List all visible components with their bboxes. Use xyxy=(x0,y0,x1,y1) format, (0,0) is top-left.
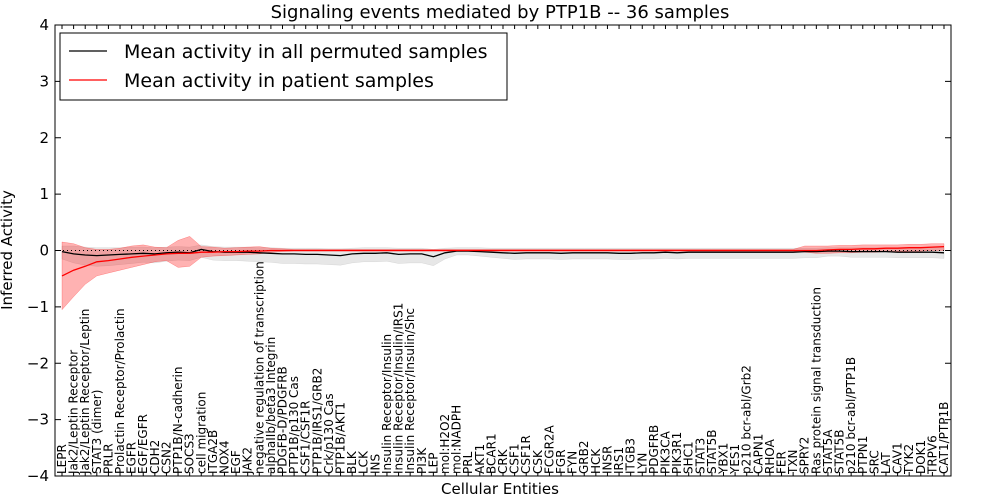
x-category-label: LEPR xyxy=(55,444,69,474)
y-axis-label: Inferred Activity xyxy=(0,190,16,310)
x-category-label: PIK3CA xyxy=(659,430,673,474)
x-category-label: EGF xyxy=(229,450,243,474)
x-category-label: SHC1 xyxy=(682,441,696,474)
x-category-label: PDGFRB xyxy=(647,425,661,474)
x-category-label: STAT5B xyxy=(705,430,719,475)
x-category-label: JAK2 xyxy=(241,447,255,475)
x-category-label: CSK xyxy=(531,449,545,474)
chart-title: Signaling events mediated by PTP1B -- 36… xyxy=(271,2,730,23)
x-category-label: Insulin Receptor/Insulin xyxy=(380,334,394,474)
x-category-label: INS xyxy=(368,454,382,474)
x-category-label: Insulin Receptor/Insulin/IRS1 xyxy=(392,303,406,474)
y-tick-label: 2 xyxy=(39,129,49,147)
y-tick-label: −4 xyxy=(27,467,49,485)
x-category-label: CDH2 xyxy=(148,440,162,474)
x-category-label: Ras protein signal transduction xyxy=(809,287,823,474)
x-category-label: PTP1B/AKT1 xyxy=(334,402,348,474)
x-category-label: alphaIIb/beta3 Integrin xyxy=(264,337,278,474)
x-category-label: YES1 xyxy=(728,444,742,475)
x-category-label: PDGFB-D/PDGFRB xyxy=(276,366,290,474)
series-line-patient xyxy=(61,245,945,277)
x-axis-label: Cellular Entities xyxy=(441,480,559,498)
x-category-label: FYN xyxy=(566,451,580,474)
x-category-label: ITGA2B xyxy=(206,430,220,474)
x-category-label: FCGR2A xyxy=(542,424,556,474)
x-category-label: Prolactin Receptor/Prolactin xyxy=(113,308,127,474)
x-category-label: EGFR xyxy=(125,442,139,474)
x-category-label: STAT5A xyxy=(821,429,835,474)
y-tick-label: −3 xyxy=(27,411,49,429)
x-category-label: CSF1/CSF1R xyxy=(299,401,313,474)
x-category-label: CSF1 xyxy=(508,443,522,474)
y-tick-label: 3 xyxy=(39,72,49,90)
x-category-label: Jak2/Leptin Receptor xyxy=(67,350,81,475)
x-category-label: LEP xyxy=(426,452,440,474)
x-category-label: mol:H2O2 xyxy=(438,414,452,474)
x-category-label: p210 bcr-abl/PTP1B xyxy=(844,357,858,474)
x-category-label: PIK3R1 xyxy=(670,432,684,474)
x-category-label: mol:NADPH xyxy=(450,405,464,474)
x-category-label: LCK xyxy=(357,450,371,474)
x-category-label: BLK xyxy=(345,450,359,474)
x-category-label: RHOA xyxy=(763,438,777,474)
legend-box xyxy=(59,32,508,101)
y-tick-label: −1 xyxy=(27,298,49,316)
x-category-label: TXN xyxy=(786,449,800,475)
x-category-label: GRB2 xyxy=(577,440,591,474)
x-category-label: SRC xyxy=(867,450,881,474)
x-category-label: CSN2 xyxy=(159,441,173,474)
x-category-label: Insulin Receptor/Insulin/Shc xyxy=(403,308,417,474)
x-category-label: SPRY2 xyxy=(798,437,812,474)
x-category-label: PTP1B/N-cadherin xyxy=(171,367,185,474)
x-category-label: LYN xyxy=(635,453,649,474)
x-category-label: NOX4 xyxy=(218,440,232,474)
x-category-label: YBX1 xyxy=(717,443,731,475)
x-category-label: FER xyxy=(775,451,789,474)
y-tick-label: −2 xyxy=(27,354,49,372)
series-line-permuted xyxy=(61,248,945,258)
x-category-label: cell migration xyxy=(194,392,208,474)
legend-label-permuted: Mean activity in all permuted samples xyxy=(124,41,487,63)
legend-label-patient: Mean activity in patient samples xyxy=(124,70,434,92)
x-category-label: BCAR1 xyxy=(484,433,498,474)
x-category-label: STAT5B xyxy=(833,430,847,475)
x-category-label: LAT xyxy=(879,452,893,474)
x-category-label: SOCS3 xyxy=(183,433,197,474)
x-category-label: CAV1 xyxy=(891,442,905,474)
y-tick-label: 4 xyxy=(39,16,49,34)
x-category-label: CRK xyxy=(496,448,510,474)
x-category-label: AKT1 xyxy=(473,444,487,474)
x-category-label: Crk/p130 Cas xyxy=(322,393,336,474)
x-category-label: p210 bcr-abl/Grb2 xyxy=(740,365,754,474)
x-category-label: ITGB3 xyxy=(624,438,638,474)
x-category-label: PRLR xyxy=(101,443,115,474)
x-category-label: CSF1R xyxy=(519,435,533,474)
y-tick-label: 1 xyxy=(39,185,49,203)
y-tick-label: 0 xyxy=(39,242,49,260)
x-category-label: PTP1B/p130 Cas xyxy=(287,376,301,474)
plot-frame xyxy=(54,24,952,477)
x-category-label: INSR xyxy=(600,446,614,474)
x-category-label: PRL xyxy=(461,451,475,474)
x-category-label: negative regulation of transcription xyxy=(252,261,266,474)
x-category-label: CAT1/PTP1B xyxy=(937,402,951,474)
x-category-label: PI3K xyxy=(415,447,429,474)
x-category-label: STAT3 xyxy=(693,438,707,474)
x-category-label: PTPN1 xyxy=(856,436,870,474)
x-category-label: CAPN1 xyxy=(751,434,765,474)
legend: Mean activity in all permuted samples Me… xyxy=(59,32,508,101)
x-category-label: FGR xyxy=(554,449,568,474)
x-category-label: TYK2 xyxy=(902,444,916,475)
x-category-label: IRS1 xyxy=(612,447,626,474)
x-category-label: PTP1B/IRS1/GRB2 xyxy=(310,368,324,474)
x-category-label: Jak2/Leptin Receptor/Leptin xyxy=(78,309,92,475)
x-category-label: DOK1 xyxy=(914,440,928,474)
x-category-label: HCK xyxy=(589,448,603,474)
x-category-label: EGF/EGFR xyxy=(136,414,150,474)
x-category-label: TRPV6 xyxy=(925,435,939,475)
x-category-label: STAT3 (dimer) xyxy=(90,390,104,474)
